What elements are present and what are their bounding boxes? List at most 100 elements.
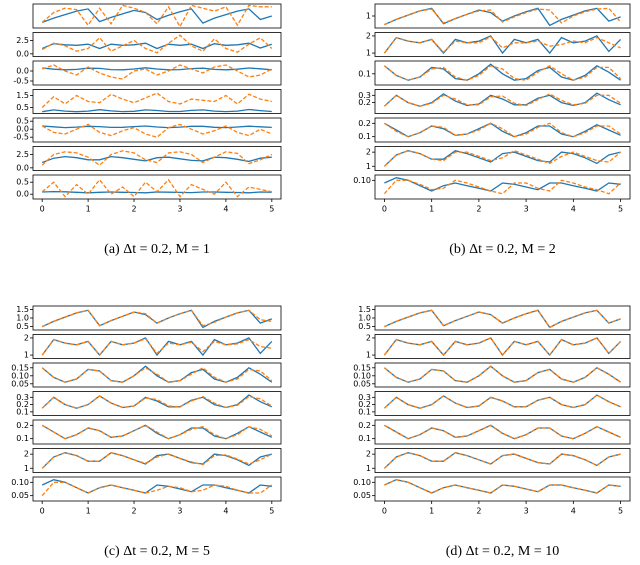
axes-frame: [32, 3, 282, 29]
x-tick-label: 2: [476, 507, 481, 516]
y-tick-label: 1.0: [358, 314, 371, 323]
series-line: [42, 108, 272, 113]
axes-frame: [374, 305, 631, 331]
axes-frame: [374, 146, 631, 171]
series-line: [383, 92, 621, 107]
axes-frame: [32, 391, 282, 416]
series-line: [41, 178, 272, 198]
series-line: [42, 67, 272, 71]
x-tick-label: 0: [40, 507, 45, 516]
x-tick-label: 3: [177, 205, 182, 214]
y-tick-label: 1.5: [16, 305, 29, 314]
x-tick-label: 1: [429, 205, 434, 214]
series-line: [383, 394, 621, 409]
series-line: [41, 155, 272, 164]
y-tick-label: 0.1: [358, 434, 371, 443]
axes-frame: [374, 419, 631, 445]
series-line: [41, 8, 272, 24]
axes-frame: [32, 89, 282, 114]
y-tick-label: 0.3: [16, 393, 29, 402]
axes-frame: [32, 117, 282, 143]
y-tick-label: 0.3: [358, 393, 371, 402]
y-tick-label: 1: [366, 12, 371, 21]
x-tick-label: 1: [86, 507, 91, 516]
series-line: [384, 479, 621, 494]
y-tick-label: 0.2: [16, 421, 29, 430]
y-tick-label: 0.10: [11, 371, 29, 380]
axes-frame: [32, 362, 282, 388]
series-line: [384, 479, 621, 494]
series-line: [384, 122, 621, 138]
series-line: [41, 34, 273, 54]
axes-frame: [32, 146, 282, 171]
y-tick-label: 0.1: [358, 69, 371, 78]
x-tick-label: 5: [269, 205, 274, 214]
series-line: [383, 337, 622, 357]
series-line: [383, 149, 621, 167]
series-line: [42, 125, 272, 129]
series-line: [41, 451, 273, 469]
y-tick-label: 1.0: [16, 314, 29, 323]
x-tick-label: 4: [223, 507, 228, 516]
axes-frame: [374, 174, 631, 200]
x-tick-label: 5: [618, 205, 623, 214]
y-tick-label: 0.15: [11, 363, 29, 372]
y-tick-label: 2.5: [16, 36, 29, 45]
y-tick-label: 1: [366, 162, 371, 171]
x-tick-label: 4: [223, 205, 228, 214]
y-tick-label: 0.2: [358, 119, 371, 128]
y-tick-label: 0.1: [358, 407, 371, 416]
series-line: [383, 93, 621, 107]
series-line: [41, 42, 273, 50]
y-tick-label: 1: [24, 464, 29, 473]
y-tick-label: 0.3: [358, 91, 371, 100]
axes-frame: [374, 3, 631, 29]
axes-frame: [32, 448, 282, 473]
x-tick-label: 2: [131, 507, 136, 516]
series-line: [41, 424, 273, 440]
caption: (d) Δt = 0.2, M = 10: [446, 544, 559, 559]
series-line: [383, 365, 621, 383]
y-tick-label: 2: [366, 450, 371, 459]
y-tick-label: 0.10: [353, 478, 371, 487]
series-line: [41, 367, 273, 383]
x-tick-label: 0: [382, 507, 387, 516]
axes-frame: [374, 334, 631, 359]
x-tick-label: 2: [131, 205, 136, 214]
axes-frame: [374, 32, 631, 57]
y-tick-label: 0.2: [358, 98, 371, 107]
x-tick-label: 4: [571, 507, 576, 516]
series-line: [383, 337, 622, 357]
series-line: [384, 177, 621, 192]
y-tick-label: 0.0: [16, 49, 29, 58]
y-tick-label: 0.5: [16, 322, 29, 331]
series-line: [41, 4, 272, 28]
series-line: [41, 309, 273, 329]
y-tick-label: 1: [24, 351, 29, 360]
y-tick-label: 0.10: [353, 176, 371, 185]
series-line: [41, 479, 272, 494]
y-tick-label: 0.1: [16, 434, 29, 443]
series-line: [41, 150, 273, 167]
x-tick-label: 4: [571, 205, 576, 214]
y-tick-label: 0.0: [16, 163, 29, 172]
axes-frame: [374, 362, 631, 388]
y-tick-label: 2: [366, 31, 371, 40]
y-tick-label: 0.1: [16, 407, 29, 416]
series-line: [384, 122, 621, 138]
y-tick-label: 0.5: [16, 103, 29, 112]
y-tick-label: 0.05: [353, 379, 371, 388]
series-line: [383, 36, 621, 54]
series-line: [41, 123, 273, 138]
series-line: [384, 424, 621, 440]
y-tick-label: 0.05: [11, 491, 29, 500]
y-tick-label: 0.1: [358, 132, 371, 141]
series-line: [384, 7, 622, 26]
x-tick-label: 3: [524, 507, 529, 516]
axes-frame: [374, 391, 631, 416]
series-line: [383, 63, 621, 81]
y-tick-label: 0.5: [358, 322, 371, 331]
caption: (b) Δt = 0.2, M = 2: [449, 242, 555, 257]
y-tick-label: 0.5: [16, 117, 29, 126]
